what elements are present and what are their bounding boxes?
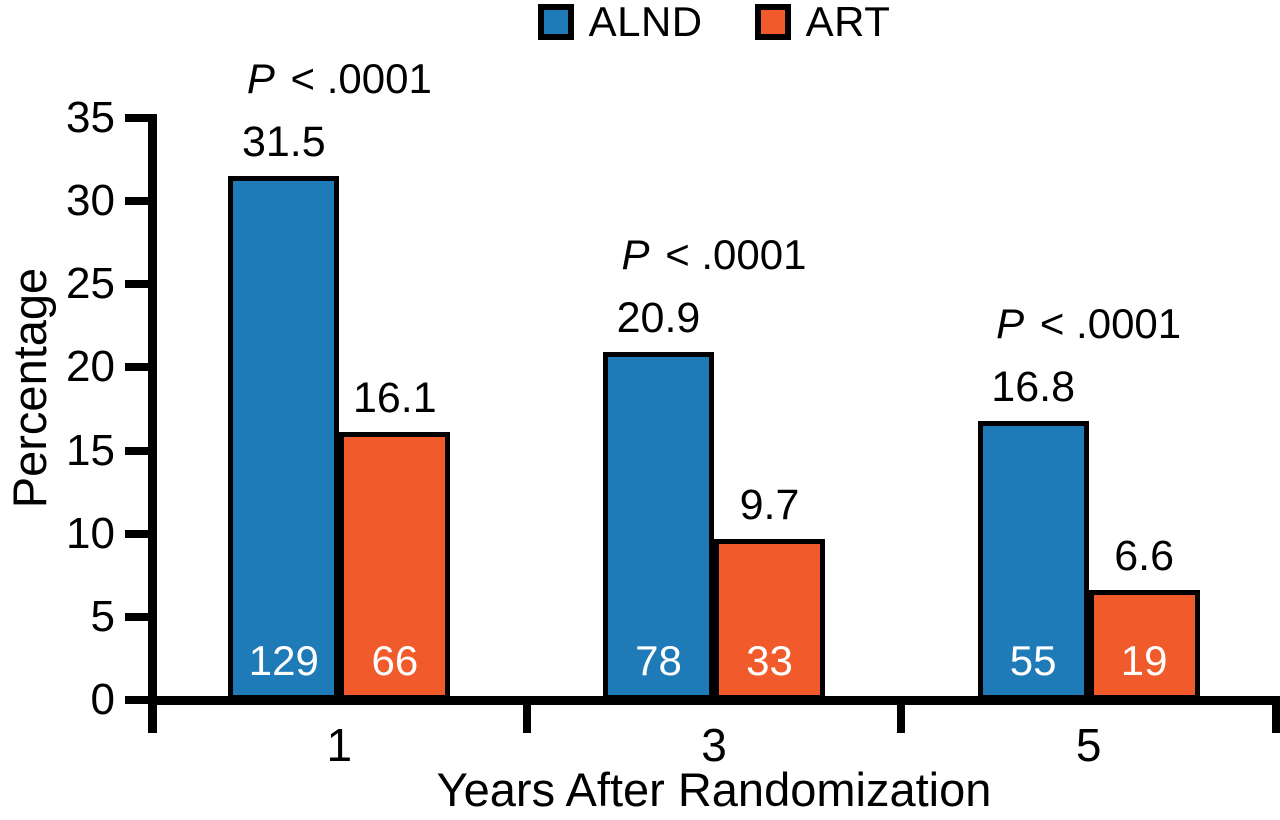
value-label-art-year-1: 16.1 — [352, 374, 437, 423]
y-tick-mark-35 — [125, 114, 152, 122]
y-tick-mark-5 — [125, 612, 152, 621]
y-tick-mark-15 — [125, 446, 152, 455]
bar-alnd-year-1 — [228, 176, 340, 700]
bar-art-year-1 — [339, 432, 451, 700]
bar-art-year-5 — [1088, 590, 1200, 700]
value-label-art-year-5: 6.6 — [1114, 532, 1175, 581]
p-symbol: P — [621, 231, 650, 279]
value-label-alnd-year-1: 31.5 — [241, 118, 326, 167]
count-label-alnd-year-5: 55 — [1009, 637, 1057, 684]
x-tick-mark-3 — [1272, 704, 1280, 733]
x-tick-mark-2 — [897, 704, 906, 733]
x-axis-line — [147, 695, 1280, 705]
y-tick-label-20: 20 — [66, 342, 115, 392]
x-tick-mark-1 — [522, 704, 531, 733]
count-label-alnd-year-3: 78 — [635, 637, 682, 684]
y-tick-label-5: 5 — [90, 591, 115, 641]
y-tick-label-0: 0 — [90, 675, 115, 724]
x-axis-title: Years After Randomization — [436, 763, 992, 816]
legend-label-art: ART — [805, 0, 891, 45]
count-label-alnd-year-1: 129 — [248, 637, 319, 684]
value-label-alnd-year-3: 20.9 — [616, 294, 701, 343]
y-tick-label-15: 15 — [66, 425, 115, 475]
chart-legend: ALND ART — [152, 0, 1276, 44]
y-tick-label-25: 25 — [66, 259, 115, 309]
legend-swatch-art-icon — [754, 4, 791, 40]
y-tick-mark-25 — [125, 280, 152, 289]
y-axis-line — [147, 114, 157, 733]
p-value-text: < .0001 — [665, 231, 807, 279]
value-label-art-year-3: 9.7 — [739, 480, 800, 529]
p-value-text: < .0001 — [290, 55, 432, 103]
y-tick-label-10: 10 — [66, 508, 115, 558]
y-tick-mark-20 — [125, 363, 152, 372]
legend-item-art: ART — [754, 0, 891, 45]
p-value-annotation-year-1: P < .0001 — [179, 58, 499, 100]
p-symbol: P — [996, 299, 1025, 347]
legend-item-alnd: ALND — [537, 0, 703, 45]
p-symbol: P — [246, 55, 275, 103]
y-tick-mark-10 — [125, 529, 152, 538]
y-tick-label-30: 30 — [66, 176, 115, 226]
legend-swatch-alnd-icon — [537, 4, 574, 40]
x-tick-label-5: 5 — [1075, 719, 1102, 771]
legend-label-alnd: ALND — [588, 0, 703, 45]
count-label-art-year-3: 33 — [746, 637, 793, 684]
p-value-text: < .0001 — [1039, 299, 1182, 347]
x-tick-label-3: 3 — [701, 719, 727, 771]
value-label-alnd-year-5: 16.8 — [991, 362, 1075, 411]
y-tick-label-35: 35 — [66, 93, 115, 142]
p-value-annotation-year-3: P < .0001 — [554, 234, 874, 276]
count-label-art-year-1: 66 — [371, 637, 419, 684]
p-value-annotation-year-5: P < .0001 — [929, 299, 1249, 347]
y-tick-mark-30 — [125, 197, 152, 206]
x-tick-label-1: 1 — [326, 719, 353, 771]
bar-art-year-3 — [714, 538, 825, 700]
count-label-art-year-5: 19 — [1120, 637, 1168, 684]
y-tick-mark-0 — [125, 696, 152, 704]
